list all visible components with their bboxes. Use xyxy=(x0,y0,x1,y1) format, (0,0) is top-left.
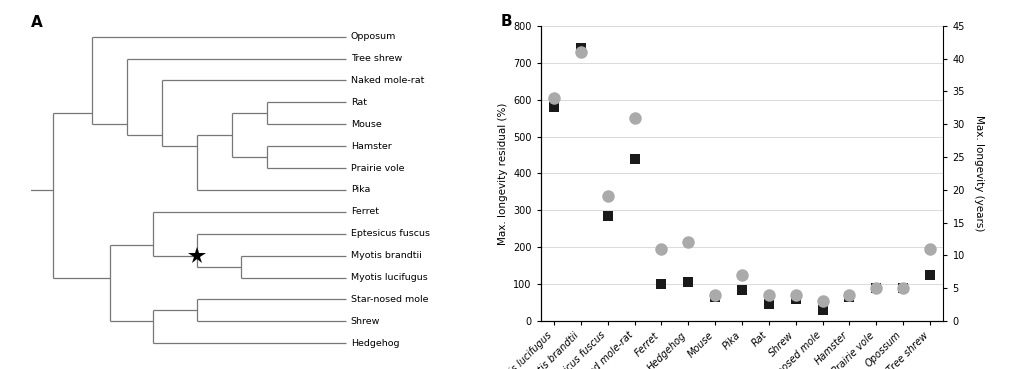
Text: Ferret: Ferret xyxy=(351,207,378,216)
Text: Opposum: Opposum xyxy=(351,32,395,41)
Text: Eptesicus fuscus: Eptesicus fuscus xyxy=(351,229,429,238)
Text: Shrew: Shrew xyxy=(351,317,380,326)
Text: Rat: Rat xyxy=(351,98,367,107)
Text: A: A xyxy=(31,15,43,30)
Y-axis label: Max. longevity residual (%): Max. longevity residual (%) xyxy=(497,102,507,245)
Text: Star-nosed mole: Star-nosed mole xyxy=(351,295,428,304)
Text: B: B xyxy=(500,14,512,29)
Text: Naked mole-rat: Naked mole-rat xyxy=(351,76,424,85)
Text: Mouse: Mouse xyxy=(351,120,381,129)
Text: Myotis lucifugus: Myotis lucifugus xyxy=(351,273,427,282)
Text: Prairie vole: Prairie vole xyxy=(351,163,404,173)
Text: Pika: Pika xyxy=(351,186,370,194)
Text: Hamster: Hamster xyxy=(351,142,391,151)
Text: Hedgehog: Hedgehog xyxy=(351,339,398,348)
Y-axis label: Max. longevity (years): Max. longevity (years) xyxy=(973,115,983,232)
Text: Tree shrew: Tree shrew xyxy=(351,54,401,63)
Text: Myotis brandtii: Myotis brandtii xyxy=(351,251,421,260)
